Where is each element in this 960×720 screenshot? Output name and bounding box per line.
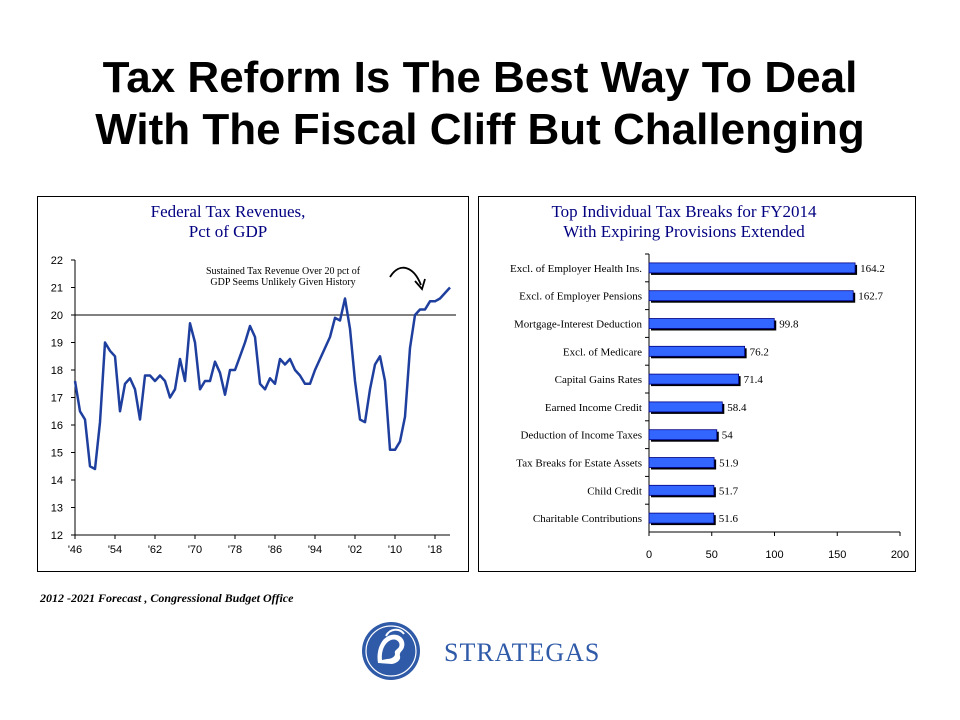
y-tick-label: 16 [51, 420, 63, 432]
bar-x-tick-label: 0 [646, 549, 652, 561]
bar [648, 262, 856, 274]
x-tick-label: '94 [308, 544, 322, 556]
tax-revenue-line-chart: Federal Tax Revenues,Pct of GDP 12 13 14 15 1… [51, 202, 456, 556]
y-tick-label: 18 [51, 365, 63, 377]
helmeted-head-seal-icon [362, 622, 420, 680]
bar [648, 373, 740, 385]
bar [648, 457, 715, 468]
source-note: 2012 -2021 Forecast , Congressional Budg… [40, 591, 294, 605]
tax-breaks-chart-panel: Top Individual Tax Breaks for FY2014 With… [478, 196, 916, 572]
line-chart-title-line: Pct of GDP [189, 222, 267, 241]
bar-category-label: Deduction of Income Taxes [520, 430, 642, 442]
bar [648, 429, 718, 441]
bar-category-label: Earned Income Credit [545, 402, 642, 414]
y-tick-label: 14 [51, 475, 63, 487]
x-tick-label: '54 [108, 544, 122, 556]
bar-x-tick-label: 200 [891, 549, 909, 561]
y-tick-label: 13 [51, 503, 63, 515]
annotation-arrow [389, 266, 422, 286]
strategas-logo: STRATEGAS [356, 616, 599, 686]
y-tick-label: 21 [51, 283, 63, 295]
y-tick-label: 19 [51, 338, 63, 350]
y-tick-label: 15 [51, 448, 63, 460]
x-tick-label: '02 [348, 544, 362, 556]
annotation-arrowhead [414, 278, 426, 291]
slide-title-line-2: With The Fiscal Cliff But Challenging [95, 105, 865, 154]
y-tick-label: 17 [51, 393, 63, 405]
slide-title: Tax Reform Is The Best Way To Deal With … [40, 52, 920, 156]
x-tick-label: '18 [428, 544, 442, 556]
bar-category-label: Excl. of Employer Health Ins. [510, 263, 642, 275]
bar-x-tick-label: 150 [828, 549, 846, 561]
line-chart-title-line: Federal Tax Revenues, [151, 202, 306, 221]
y-tick-label: 12 [51, 530, 63, 542]
bar-value-label: 51.7 [719, 485, 739, 497]
bar [648, 318, 775, 329]
revenue-series-line [73, 286, 451, 471]
x-tick-label: '86 [268, 544, 282, 556]
x-tick-label: '70 [188, 544, 202, 556]
bar-category-label: Charitable Contributions [533, 513, 642, 525]
tax-breaks-bar-chart: Top Individual Tax Breaks for FY2014With… [510, 202, 909, 561]
tax-revenue-chart-panel: Federal Tax Revenues, Pct of GDP 12 13 14 15 1… [37, 196, 469, 572]
bar-value-label: 58.4 [727, 402, 747, 414]
bar-value-label: 164.2 [860, 263, 885, 275]
bar-category-label: Tax Breaks for Estate Assets [516, 458, 642, 470]
bar-value-label: 54 [722, 430, 734, 442]
bar-category-label: Child Credit [587, 485, 642, 497]
x-tick-label: '46 [68, 544, 82, 556]
bar-value-label: 51.9 [719, 458, 739, 470]
bar-value-label: 51.6 [719, 513, 739, 525]
bar-chart-title-line: Top Individual Tax Breaks for FY2014 [551, 202, 817, 221]
logo-wordmark: STRATEGAS [444, 638, 601, 667]
bar-value-label: 76.2 [750, 346, 769, 358]
bar [648, 512, 715, 524]
bar [648, 345, 746, 357]
bar-category-label: Excl. of Employer Pensions [519, 291, 642, 303]
bar-chart-title-line: With Expiring Provisions Extended [563, 222, 805, 241]
bar-value-label: 162.7 [858, 291, 883, 303]
x-tick-label: '10 [388, 544, 402, 556]
bar [648, 290, 854, 302]
bar [648, 484, 715, 496]
bar-category-label: Capital Gains Rates [555, 374, 642, 386]
y-tick-label: 22 [51, 255, 63, 267]
bar-x-tick-label: 50 [706, 549, 718, 561]
bar-category-label: Mortgage-Interest Deduction [514, 319, 642, 331]
bar-x-tick-label: 100 [765, 549, 783, 561]
y-tick-label: 20 [51, 310, 63, 322]
bar-category-label: Excl. of Medicare [563, 346, 642, 358]
bar-value-label: 71.4 [744, 374, 764, 386]
annotation-text-line: GDP Seems Unlikely Given History [210, 277, 355, 288]
x-tick-label: '62 [148, 544, 162, 556]
annotation-text-line: Sustained Tax Revenue Over 20 pct of [206, 266, 361, 277]
slide-title-line-1: Tax Reform Is The Best Way To Deal [102, 53, 858, 102]
bar-value-label: 99.8 [779, 319, 799, 331]
bar [648, 401, 723, 413]
x-tick-label: '78 [228, 544, 242, 556]
